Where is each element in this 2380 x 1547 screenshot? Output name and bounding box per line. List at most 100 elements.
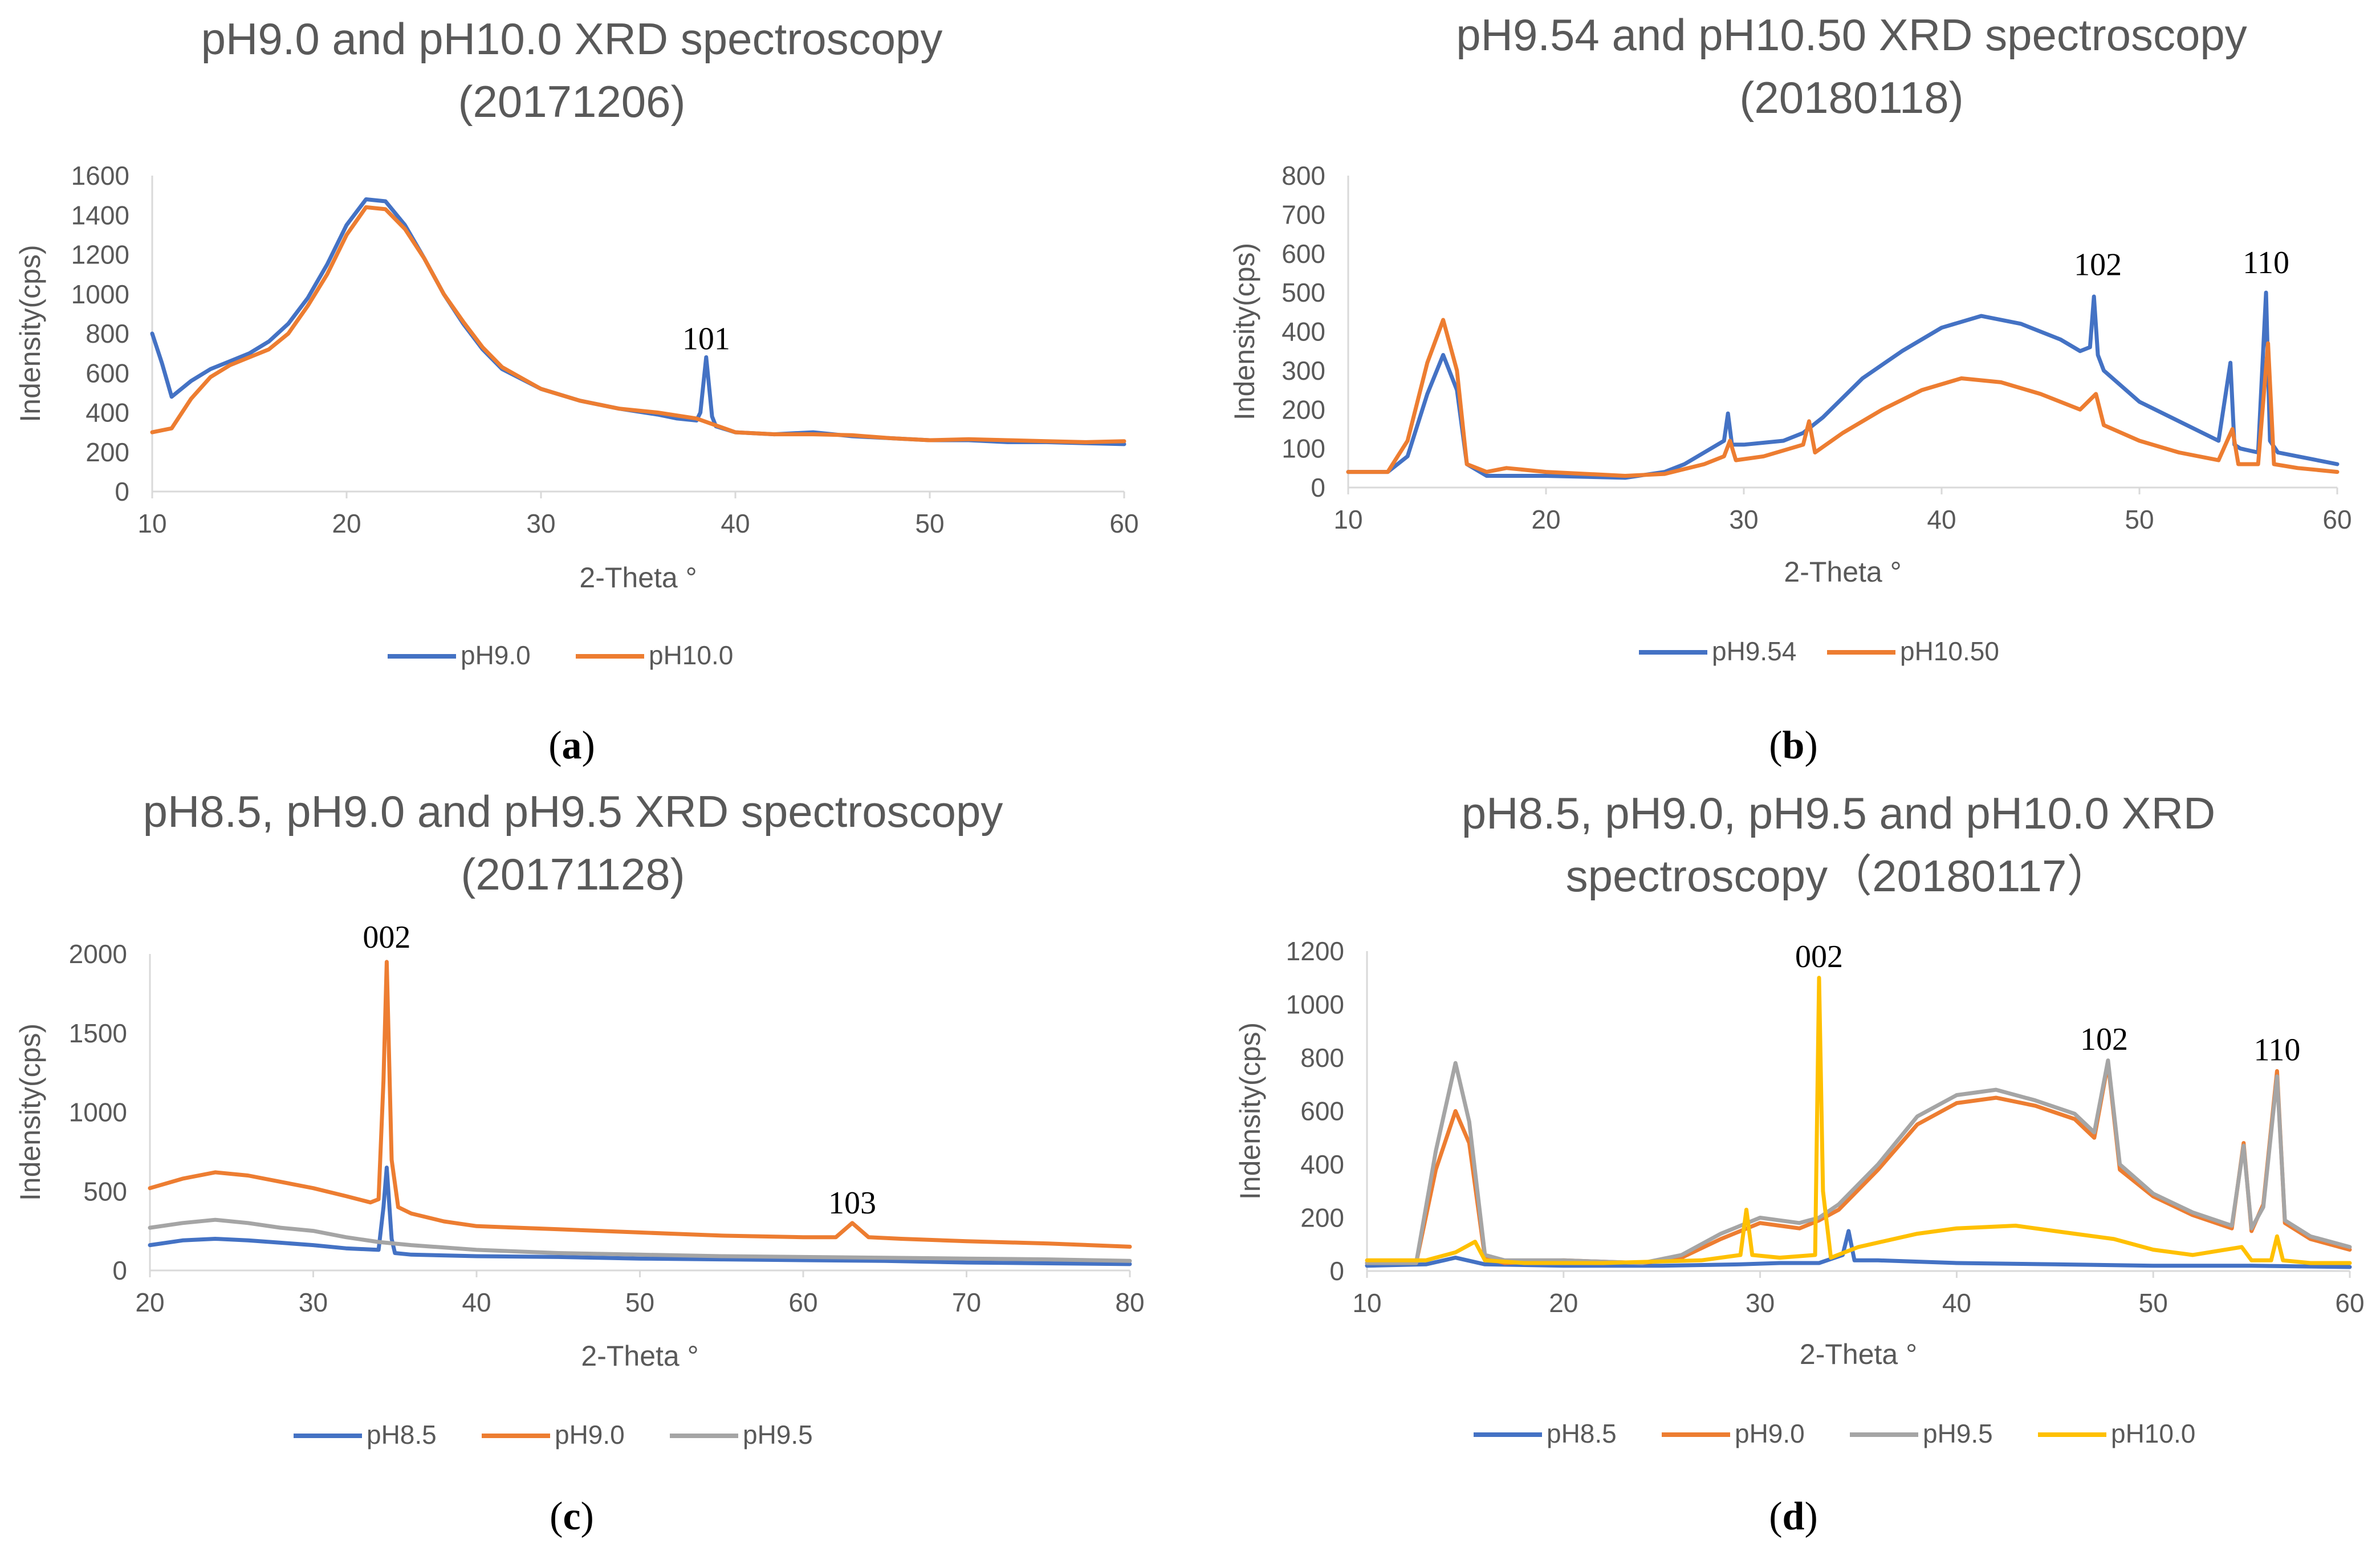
y-tick-label: 400	[1300, 1150, 1344, 1179]
x-tick-label: 10	[1333, 505, 1362, 534]
x-tick-label: 40	[721, 509, 750, 538]
series-line-pH9.5	[148, 1217, 1132, 1263]
series-line-pH9.5	[1365, 1058, 2352, 1265]
chart-title-line: pH8.5, pH9.0 and pH9.5 XRD spectroscopy	[143, 786, 1003, 837]
panel-caption-letter: a	[562, 724, 582, 768]
y-tick-label: 200	[1281, 395, 1325, 424]
chart-title-line: pH9.0 and pH10.0 XRD spectroscopy	[201, 14, 943, 64]
x-tick-label: 30	[1746, 1288, 1775, 1318]
x-axis-label: 2-Theta °	[1784, 556, 1901, 588]
y-tick-label: 0	[1311, 473, 1325, 502]
x-tick-label: 10	[137, 509, 166, 538]
legend-label: pH10.50	[1900, 636, 1999, 666]
x-tick-label: 20	[1531, 505, 1560, 534]
y-tick-label: 200	[86, 437, 129, 467]
peak-annotation: 101	[682, 322, 730, 357]
legend-label: pH9.0	[1735, 1419, 1805, 1448]
legend-label: pH10.0	[2111, 1419, 2195, 1448]
x-axis-label: 2-Theta °	[1800, 1338, 1917, 1370]
y-axis-label: Indensity(cps)	[14, 1024, 46, 1201]
chart-title-line: pH8.5, pH9.0, pH9.5 and pH10.0 XRD	[1462, 788, 2215, 838]
panel-a: pH9.0 and pH10.0 XRD spectroscopy (201712…	[14, 14, 1139, 768]
panel-caption: (c)	[550, 1495, 594, 1538]
x-tick-label: 40	[1942, 1288, 1971, 1318]
chart-title-line: spectroscopy（20180117）	[1566, 851, 2112, 901]
y-tick-label: 0	[112, 1256, 127, 1285]
chart-title-line: (20180118)	[1739, 72, 1963, 123]
panel-caption-letter: b	[1783, 724, 1805, 768]
y-tick-label: 1000	[69, 1098, 127, 1127]
legend-label: pH9.0	[461, 640, 531, 670]
y-tick-label: 500	[83, 1176, 127, 1206]
chart-title-line: (20171206)	[458, 76, 686, 127]
x-tick-label: 70	[952, 1288, 981, 1317]
y-tick-label: 1600	[71, 161, 129, 190]
y-axis-label: Indensity(cps)	[1228, 243, 1260, 420]
x-tick-label: 30	[299, 1288, 328, 1317]
y-tick-label: 2000	[69, 939, 127, 969]
series-line-pH10.0	[150, 205, 1126, 444]
panel-caption-letter: d	[1783, 1495, 1805, 1538]
y-tick-label: 1500	[69, 1018, 127, 1048]
legend-label: pH9.5	[743, 1420, 813, 1449]
panel-d: pH8.5, pH9.0, pH9.5 and pH10.0 XRD spectr…	[1234, 788, 2365, 1538]
x-tick-label: 50	[915, 509, 944, 538]
legend-label: pH10.0	[649, 640, 733, 670]
x-tick-label: 40	[1927, 505, 1956, 534]
panel-caption: (b)	[1769, 724, 1818, 768]
y-tick-label: 600	[1281, 239, 1325, 269]
panel-caption: (d)	[1769, 1495, 1818, 1538]
y-tick-label: 500	[1281, 278, 1325, 307]
y-tick-label: 800	[1281, 161, 1325, 190]
y-tick-label: 800	[86, 319, 129, 348]
chart-title-line: (20171128)	[461, 849, 685, 899]
x-tick-label: 20	[135, 1288, 164, 1317]
x-tick-label: 60	[1109, 509, 1138, 538]
series-line-pH10.0	[1365, 976, 2352, 1265]
y-tick-label: 400	[1281, 317, 1325, 347]
legend-label: pH8.5	[1547, 1419, 1617, 1448]
x-tick-label: 30	[1729, 505, 1758, 534]
y-tick-label: 800	[1300, 1043, 1344, 1073]
x-axis-label: 2-Theta °	[579, 562, 697, 594]
panel-b: pH9.54 and pH10.50 XRD spectroscopy (2018…	[1228, 10, 2352, 768]
y-tick-label: 200	[1300, 1203, 1344, 1233]
x-tick-label: 10	[1352, 1288, 1381, 1318]
panel-c: pH8.5, pH9.0 and pH9.5 XRD spectroscopy (…	[14, 786, 1145, 1538]
x-tick-label: 30	[526, 509, 555, 538]
x-tick-label: 20	[1549, 1288, 1578, 1318]
y-tick-label: 1400	[71, 200, 129, 230]
y-tick-label: 0	[115, 477, 129, 506]
y-tick-label: 100	[1281, 434, 1325, 464]
x-tick-label: 60	[788, 1288, 817, 1317]
panel-caption-letter: c	[563, 1495, 580, 1538]
y-tick-label: 700	[1281, 200, 1325, 229]
peak-annotation: 110	[2243, 245, 2289, 281]
y-tick-label: 1000	[1286, 990, 1344, 1020]
legend-label: pH9.5	[1923, 1419, 1993, 1448]
y-tick-label: 600	[1300, 1097, 1344, 1126]
legend-label: pH9.0	[555, 1420, 625, 1449]
x-tick-label: 50	[2125, 505, 2154, 534]
x-tick-label: 20	[332, 509, 361, 538]
y-tick-label: 1200	[71, 240, 129, 270]
peak-annotation: 002	[1795, 939, 1843, 975]
peak-annotation: 103	[828, 1185, 876, 1221]
y-tick-label: 600	[86, 358, 129, 388]
y-axis-label: Indensity(cps)	[1234, 1022, 1266, 1200]
series-line-pH9.0	[148, 960, 1132, 1249]
y-tick-label: 1000	[71, 279, 129, 309]
x-tick-label: 60	[2322, 505, 2351, 534]
x-tick-label: 50	[625, 1288, 654, 1317]
peak-annotation: 102	[2080, 1022, 2128, 1057]
series-line-pH10.50	[1346, 318, 2340, 478]
x-tick-label: 40	[462, 1288, 491, 1317]
y-tick-label: 400	[86, 398, 129, 428]
legend-label: pH9.54	[1712, 636, 1796, 666]
y-tick-label: 1200	[1286, 936, 1344, 966]
legend-label: pH8.5	[367, 1420, 437, 1449]
peak-annotation: 002	[363, 920, 410, 955]
x-axis-label: 2-Theta °	[581, 1340, 698, 1372]
y-tick-label: 0	[1329, 1256, 1344, 1286]
